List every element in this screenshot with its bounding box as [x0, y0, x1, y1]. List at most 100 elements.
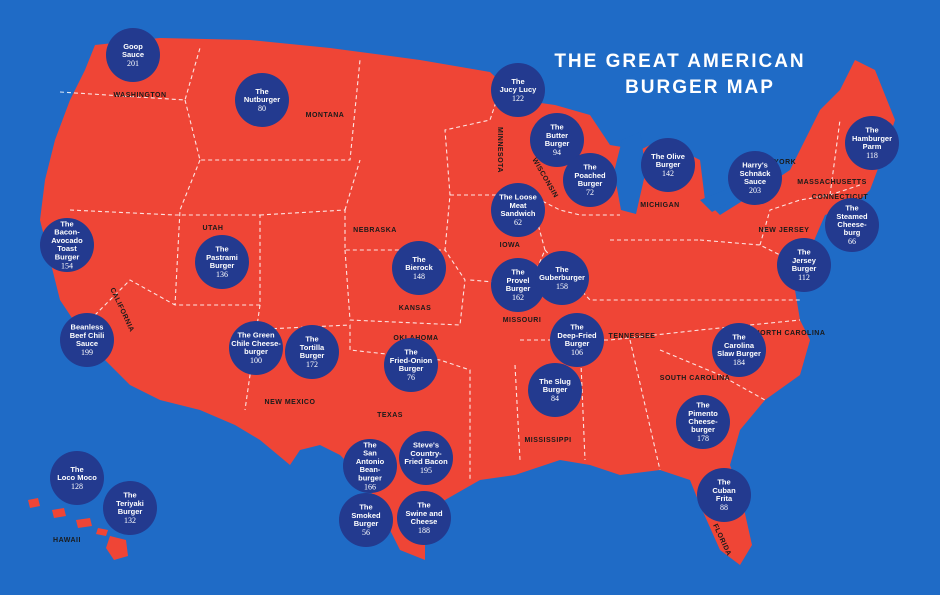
burger-name: Parm	[863, 142, 882, 151]
burger-name: The	[363, 440, 376, 449]
state-label: UTAH	[203, 225, 224, 232]
marker-circle	[40, 218, 94, 272]
burger-name: Pastrami	[206, 253, 238, 262]
burger-page: 80	[258, 104, 266, 113]
marker-circle	[106, 28, 160, 82]
marker-circle	[491, 258, 545, 312]
burger-name: Beanless	[71, 323, 104, 332]
burger-name: Burger	[578, 179, 603, 188]
burger-name: Bacon-	[54, 228, 80, 237]
burger-name: Cheese-	[837, 220, 867, 229]
burger-name: Guberburger	[539, 273, 585, 282]
marker-circle	[491, 183, 545, 237]
state-label: SOUTH CAROLINA	[660, 375, 730, 382]
state-label: MONTANA	[306, 112, 345, 119]
burger-name: The	[583, 163, 596, 172]
burger-name: The Green	[237, 331, 275, 340]
burger-name: Burger	[210, 261, 235, 270]
burger-name: burger	[691, 425, 715, 434]
state-label: NEBRASKA	[353, 227, 397, 234]
burger-name: Burger	[399, 364, 424, 373]
burger-page: 201	[127, 59, 139, 68]
state-label: MASSACHUSETTS	[797, 179, 867, 186]
burger-name: The	[555, 265, 568, 274]
burger-name: Loco Moco	[57, 473, 97, 482]
state-label: KANSAS	[399, 305, 432, 312]
burger-page: 94	[553, 148, 561, 157]
burger-name: The Loose	[499, 193, 537, 202]
marker-circle	[285, 325, 339, 379]
hawaii	[28, 498, 128, 560]
burger-name: The	[60, 219, 73, 228]
marker-circle	[235, 73, 289, 127]
marker-circle	[339, 493, 393, 547]
state-label: WASHINGTON	[113, 92, 166, 99]
burger-name: Burger	[118, 507, 143, 516]
burger-name: Butter	[546, 131, 568, 140]
burger-name: The	[305, 335, 318, 344]
burger-name: The	[550, 123, 563, 132]
state-label: IOWA	[500, 242, 521, 249]
state-label: MINNESOTA	[496, 127, 503, 173]
burger-page: 203	[749, 186, 761, 195]
burger-name: Burger	[656, 160, 681, 169]
burger-name: Bierock	[405, 263, 433, 272]
burger-name: The Olive	[651, 152, 685, 161]
burger-name: Teriyaki	[116, 499, 144, 508]
burger-name: Goop	[123, 42, 143, 51]
burger-name: Provel	[507, 276, 530, 285]
burger-name: The	[412, 255, 425, 264]
burger-name: The	[417, 501, 430, 510]
burger-name: San	[363, 449, 377, 458]
state-label: MISSOURI	[503, 317, 542, 324]
state-label: MISSISSIPPI	[524, 437, 571, 444]
state-label: HAWAII	[53, 537, 81, 544]
marker-circle	[550, 313, 604, 367]
burger-page: 84	[551, 394, 559, 403]
burger-page: 195	[420, 466, 432, 475]
burger-name: The	[215, 245, 228, 254]
burger-name: The	[732, 333, 745, 342]
burger-name: Sauce	[122, 50, 144, 59]
burger-page: 184	[733, 358, 745, 367]
marker-circle	[535, 251, 589, 305]
burger-name: Frita	[716, 494, 733, 503]
burger-name: Jucy Lucy	[500, 85, 538, 94]
marker-circle	[676, 395, 730, 449]
marker-circle	[195, 235, 249, 289]
burger-page: 72	[586, 188, 594, 197]
marker-circle	[384, 338, 438, 392]
burger-page: 188	[418, 526, 430, 535]
marker-circle	[528, 363, 582, 417]
burger-name: Burger	[545, 139, 570, 148]
marker-circle	[825, 198, 879, 252]
burger-page: 178	[697, 434, 709, 443]
burger-name: Chile Cheese-	[231, 339, 281, 348]
burger-name: Jersey	[792, 256, 817, 265]
burger-page: 199	[81, 348, 93, 357]
burger-name: Nutburger	[244, 95, 280, 104]
burger-name: Smoked	[351, 511, 381, 520]
state-label: CONNECTICUT	[812, 194, 869, 201]
burger-name: The	[255, 87, 268, 96]
burger-name: Fried Bacon	[404, 457, 448, 466]
burger-name: The	[123, 491, 136, 500]
marker-circle	[728, 151, 782, 205]
burger-page: 122	[512, 94, 524, 103]
burger-page: 88	[720, 503, 728, 512]
burger-name: Harry's	[742, 161, 768, 170]
marker-circle	[60, 313, 114, 367]
